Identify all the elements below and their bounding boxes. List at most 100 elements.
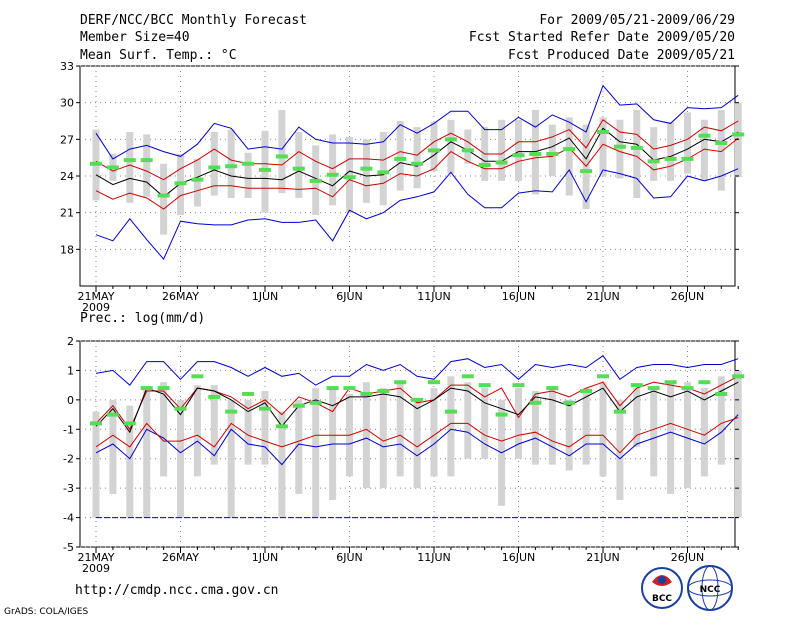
spread-bar bbox=[227, 129, 235, 198]
obs-marker bbox=[394, 380, 407, 385]
obs-marker bbox=[225, 409, 238, 414]
obs-marker bbox=[90, 421, 102, 426]
obs-marker bbox=[123, 158, 136, 163]
obs-marker bbox=[613, 409, 626, 414]
spread-bar bbox=[599, 382, 607, 477]
y-tick-label: -2 bbox=[63, 453, 74, 466]
obs-marker bbox=[529, 152, 542, 156]
obs-marker bbox=[106, 165, 119, 170]
x-tick-label: 16JUN bbox=[502, 551, 536, 564]
x-tick-label: 1JUN bbox=[252, 290, 279, 303]
spread-bar bbox=[193, 158, 201, 207]
spread-bar bbox=[413, 127, 421, 189]
spread-bar bbox=[244, 399, 252, 465]
spread-bar bbox=[160, 382, 168, 477]
spread-bar bbox=[346, 136, 353, 213]
obs-marker bbox=[698, 380, 711, 385]
spread-bar bbox=[650, 388, 658, 477]
y-tick-label: -5 bbox=[63, 541, 74, 554]
obs-marker bbox=[157, 193, 170, 198]
obs-marker bbox=[613, 144, 626, 149]
obs-marker bbox=[647, 386, 660, 391]
spread-bar bbox=[548, 388, 556, 465]
obs-marker bbox=[698, 133, 711, 138]
obs-marker bbox=[259, 167, 271, 172]
obs-marker bbox=[140, 158, 153, 163]
obs-marker bbox=[546, 152, 559, 156]
obs-marker bbox=[512, 153, 525, 158]
obs-marker bbox=[343, 175, 356, 180]
obs-marker bbox=[242, 161, 255, 166]
ncc-logo-text: NCC bbox=[700, 585, 721, 595]
spread-bar bbox=[548, 124, 556, 176]
obs-marker bbox=[123, 421, 136, 426]
x-tick-label: 1JUN bbox=[252, 551, 279, 564]
obs-marker bbox=[563, 400, 576, 405]
obs-marker bbox=[106, 412, 119, 417]
spread-bar bbox=[565, 117, 573, 196]
spread-bar bbox=[447, 376, 455, 477]
spread-bar bbox=[565, 399, 573, 471]
spread-bar bbox=[430, 122, 438, 172]
obs-marker bbox=[580, 169, 593, 174]
spread-bar bbox=[362, 382, 370, 489]
y-tick-label: 18 bbox=[60, 243, 74, 256]
spread-low-line bbox=[95, 137, 739, 210]
obs-marker bbox=[732, 132, 745, 137]
min-line bbox=[95, 414, 739, 466]
x-tick-label: 21JUN bbox=[586, 551, 620, 564]
chart-title: DERF/NCC/BCC Monthly Forecast bbox=[80, 13, 307, 28]
spread-bar bbox=[700, 388, 708, 477]
obs-marker bbox=[191, 374, 204, 379]
temp-panel: 33 30 27 24 21 18 21MAY 26MAY 1JUN 6JUN 11JUN 16JUN… bbox=[60, 60, 745, 314]
spread-bar bbox=[599, 117, 607, 176]
spread-bar bbox=[700, 119, 708, 181]
obs-marker bbox=[630, 145, 643, 150]
obs-marker bbox=[275, 154, 288, 159]
spread-bar bbox=[734, 102, 742, 178]
spread-bar bbox=[126, 405, 134, 518]
obs-marker bbox=[546, 386, 559, 391]
obs-marker bbox=[732, 374, 745, 379]
spread-bar bbox=[447, 119, 455, 174]
obs-marker bbox=[597, 130, 609, 134]
spread-bar bbox=[531, 391, 539, 465]
obs-marker bbox=[444, 409, 457, 414]
x-tick-label: 26MAY bbox=[162, 290, 199, 303]
x-tick-label: 26JUN bbox=[671, 290, 705, 303]
prec-panel-title: Prec.: log(mm/d) bbox=[80, 311, 205, 326]
obs-marker bbox=[715, 141, 728, 145]
obs-marker bbox=[174, 406, 187, 411]
obs-marker bbox=[208, 394, 221, 399]
obs-marker bbox=[411, 397, 424, 402]
obs-marker bbox=[461, 148, 474, 153]
spread-bar bbox=[650, 127, 658, 181]
x-year-label: 2009 bbox=[82, 301, 110, 314]
x-tick-label: 6JUN bbox=[336, 290, 363, 303]
obs-marker bbox=[580, 389, 593, 394]
obs-marker bbox=[630, 383, 643, 388]
spread-bar bbox=[430, 388, 438, 477]
bcc-logo: BCC bbox=[641, 567, 683, 609]
spread-bar bbox=[717, 110, 725, 191]
spread-bar bbox=[667, 122, 675, 181]
obs-marker bbox=[90, 161, 102, 166]
obs-marker bbox=[360, 166, 373, 171]
y-tick-label: -1 bbox=[63, 423, 74, 436]
obs-marker bbox=[597, 374, 609, 379]
spread-bar bbox=[227, 399, 235, 518]
spread-bar bbox=[329, 134, 337, 206]
spread-bar bbox=[295, 132, 303, 198]
spread-bar bbox=[143, 134, 151, 197]
obs-marker bbox=[309, 400, 322, 405]
obs-marker bbox=[377, 170, 390, 175]
footer-url[interactable]: http://cmdp.ncc.cma.gov.cn bbox=[75, 583, 279, 598]
spread-bar bbox=[667, 382, 675, 495]
x-tick-label: 26MAY bbox=[162, 551, 199, 564]
obs-marker bbox=[461, 374, 474, 379]
spread-bar bbox=[413, 399, 421, 489]
obs-marker bbox=[478, 383, 491, 388]
spread-bar bbox=[464, 129, 472, 164]
obs-marker bbox=[157, 386, 170, 391]
